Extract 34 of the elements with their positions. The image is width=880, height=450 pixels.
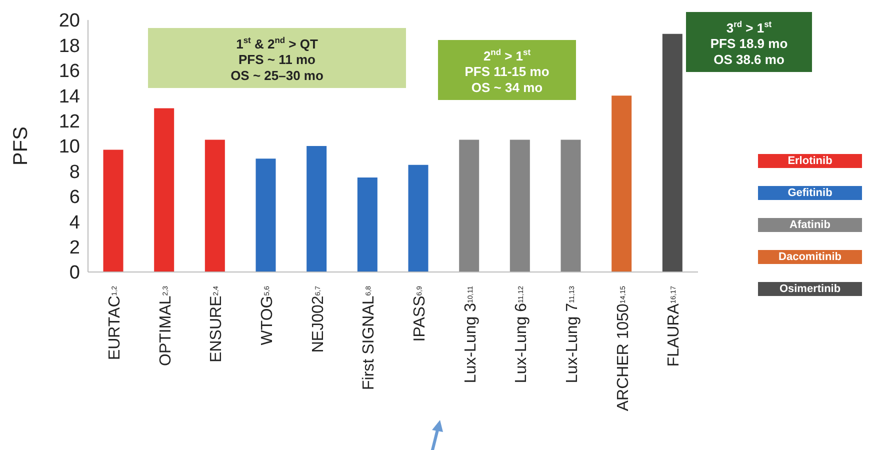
bar xyxy=(662,34,682,272)
bar xyxy=(560,140,581,272)
text: Afatinib xyxy=(758,218,862,232)
y-axis-title: PFS xyxy=(10,126,32,166)
y-tick-label: 16 xyxy=(58,61,80,82)
y-tick-label: 20 xyxy=(58,10,80,32)
bar xyxy=(306,146,327,272)
text: Osimertinib xyxy=(758,282,862,296)
y-tick-label: 12 xyxy=(58,112,80,133)
y-tick-label: 8 xyxy=(69,162,80,183)
bar xyxy=(103,150,124,272)
annotation: 2$^{nd}$ > 1$^{st}$ PFS 11-15 mo OS ~ 34 mo xyxy=(464,47,550,96)
bar xyxy=(408,164,428,272)
text: Gefitinib xyxy=(758,186,862,200)
bar xyxy=(459,140,480,272)
bar xyxy=(256,158,276,272)
y-tick-label: 14 xyxy=(58,86,80,108)
y-tick-label: 0 xyxy=(69,262,80,284)
y-tick-label: 18 xyxy=(58,36,80,57)
annotation: 1$^{st}$ & 2$^{nd}$ > QT PFS ~ 11 mo OS ~ 25–30 mo xyxy=(230,35,324,84)
y-tick-label: 2 xyxy=(69,238,80,259)
bar xyxy=(510,140,530,272)
y-tick-label: 4 xyxy=(69,212,80,234)
y-tick-label: 10 xyxy=(58,136,80,158)
text-box: 2$^{nd}$ > 1$^{st}$ PFS 11-15 mo OS ~ 34 mo xyxy=(438,40,576,100)
bar xyxy=(154,108,174,272)
bar xyxy=(357,178,378,272)
y-tick-label: 6 xyxy=(69,187,80,208)
bar xyxy=(612,96,632,272)
bar xyxy=(204,140,225,272)
text-box: 1$^{st}$ & 2$^{nd}$ > QT PFS ~ 11 mo OS ~ 25–30 mo xyxy=(148,28,406,88)
text: Erlotinib xyxy=(758,154,862,168)
text: Dacomitinib xyxy=(758,250,862,264)
text-box: 3$^{rd}$ > 1$^{st}$ PFS 18.9 mo OS 38.6 mo xyxy=(686,12,812,72)
